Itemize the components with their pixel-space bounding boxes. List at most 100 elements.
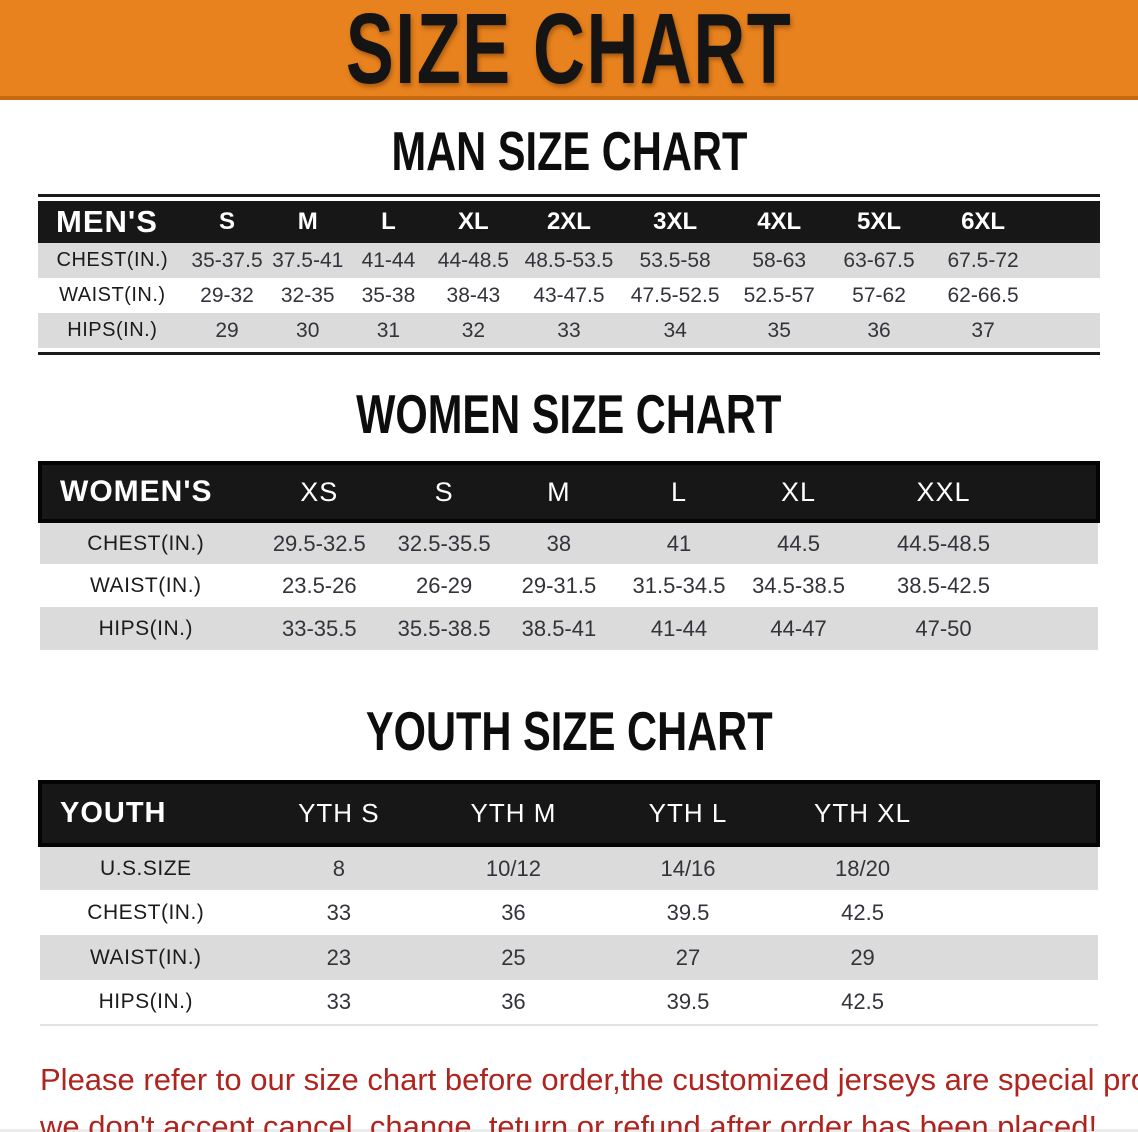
row-spacer: [1031, 521, 1098, 564]
table-header-row: MEN'S S M L XL 2XL 3XL 4XL 5XL 6XL: [38, 201, 1100, 243]
measurement-value: 26-29: [387, 564, 502, 607]
measurement-row-label: WAIST(IN.): [40, 935, 252, 980]
table-group-label: YOUTH: [38, 780, 252, 847]
measurement-row-label: WAIST(IN.): [40, 564, 252, 607]
size-column-header: XL: [428, 201, 518, 243]
measurement-value: 62-66.5: [930, 278, 1037, 313]
measurement-value: 44.5: [741, 521, 856, 564]
men-size-table: MEN'S S M L XL 2XL 3XL 4XL 5XL 6XL CHEST(IN.) 35-37…: [38, 201, 1100, 348]
women-section-heading: WOMEN SIZE CHART: [0, 355, 1138, 442]
measurement-value: 57-62: [828, 278, 930, 313]
women-size-table: WOMEN'S XS S M L XL XXL CHEST(IN.) 29.5-32.5 32.5…: [38, 461, 1100, 650]
measurement-value: 33: [251, 890, 427, 935]
measurement-value: 29-32: [186, 278, 268, 313]
measurement-row: WAIST(IN.) 29-32 32-35 35-38 38-43 43-47.5 47.…: [38, 278, 1100, 313]
measurement-value: 41: [616, 521, 742, 564]
size-column-header: XS: [251, 461, 388, 523]
footer-note-line-2: we don't accept cancel, change, teturn o…: [40, 1109, 1098, 1132]
men-size-section: MAN SIZE CHART MEN'S S M L XL 2XL 3XL 4XL 5XL 6XL…: [0, 100, 1138, 355]
measurement-value: 67.5-72: [930, 243, 1037, 278]
measurement-value: 38-43: [428, 278, 518, 313]
measurement-value: 32-35: [267, 278, 349, 313]
measurement-value: 47-50: [855, 607, 1032, 650]
women-size-section: WOMEN SIZE CHART WOMEN'S XS S M L XL XXL CHEST(…: [0, 355, 1138, 650]
measurement-value: 44-48.5: [428, 243, 518, 278]
measurement-value: 35-38: [348, 278, 429, 313]
measurement-value: 29-31.5: [501, 564, 617, 607]
measurement-value: 35: [730, 313, 829, 348]
measurement-value: 52.5-57: [730, 278, 829, 313]
measurement-value: 36: [426, 980, 601, 1026]
measurement-value: 34: [619, 313, 731, 348]
measurement-value: 48.5-53.5: [517, 243, 620, 278]
size-column-header: L: [348, 201, 429, 243]
measurement-row: HIPS(IN.) 33-35.5 35.5-38.5 38.5-41 41-44 44-…: [40, 607, 1098, 650]
measurement-value: 25: [426, 935, 601, 980]
size-column-header: YTH S: [251, 780, 427, 847]
table-header-row: WOMEN'S XS S M L XL XXL: [38, 461, 1100, 523]
header-spacer: [949, 780, 1101, 847]
size-column-header: L: [616, 461, 742, 523]
measurement-value: 27: [600, 935, 776, 980]
table-group-label: MEN'S: [38, 201, 187, 243]
measurement-value: 42.5: [775, 980, 950, 1026]
measurement-row-label: CHEST(IN.): [40, 890, 252, 935]
measurement-value: 30: [267, 313, 349, 348]
measurement-value: 23.5-26: [251, 564, 388, 607]
row-spacer: [949, 935, 1098, 980]
row-spacer: [1036, 278, 1100, 313]
measurement-row-label: HIPS(IN.): [40, 607, 252, 650]
women-size-table-container: WOMEN'S XS S M L XL XXL CHEST(IN.) 29.5-32.5 32.5…: [38, 461, 1100, 650]
measurement-value: 44-47: [741, 607, 856, 650]
youth-section-heading-text: YOUTH SIZE CHART: [365, 701, 773, 763]
measurement-row: HIPS(IN.) 33 36 39.5 42.5: [40, 980, 1098, 1026]
row-spacer: [949, 890, 1098, 935]
measurement-row: CHEST(IN.) 33 36 39.5 42.5: [40, 890, 1098, 935]
measurement-value: 32.5-35.5: [387, 521, 502, 564]
row-spacer: [1031, 607, 1098, 650]
page-title: SIZE CHART: [345, 0, 793, 100]
row-spacer: [1031, 564, 1098, 607]
measurement-value: 44.5-48.5: [855, 521, 1032, 564]
measurement-value: 35-37.5: [186, 243, 268, 278]
measurement-value: 33: [517, 313, 620, 348]
row-spacer: [1036, 313, 1100, 348]
measurement-row-label: HIPS(IN.): [38, 313, 187, 348]
header-spacer: [1031, 461, 1100, 523]
measurement-value: 33-35.5: [251, 607, 388, 650]
measurement-value: 18/20: [775, 845, 950, 890]
measurement-value: 32: [428, 313, 518, 348]
size-column-header: 6XL: [930, 201, 1037, 243]
measurement-value: 39.5: [600, 980, 776, 1026]
measurement-value: 38: [501, 521, 617, 564]
table-header-row: YOUTH YTH S YTH M YTH L YTH XL: [38, 780, 1101, 847]
measurement-value: 14/16: [600, 845, 776, 890]
size-column-header: XXL: [855, 461, 1032, 523]
measurement-value: 41-44: [616, 607, 742, 650]
measurement-row: CHEST(IN.) 35-37.5 37.5-41 41-44 44-48.5 48.5…: [38, 243, 1100, 278]
youth-size-section: YOUTH SIZE CHART YOUTH YTH S YTH M YTH L YTH…: [0, 650, 1138, 1026]
measurement-value: 39.5: [600, 890, 776, 935]
men-section-heading-text: MAN SIZE CHART: [391, 121, 747, 183]
measurement-value: 47.5-52.5: [619, 278, 731, 313]
youth-size-table: YOUTH YTH S YTH M YTH L YTH XL U.S.SIZE 8 10/12…: [38, 780, 1101, 1026]
measurement-row-label: WAIST(IN.): [38, 278, 187, 313]
measurement-value: 34.5-38.5: [741, 564, 856, 607]
measurement-value: 10/12: [426, 845, 601, 890]
measurement-value: 58-63: [730, 243, 829, 278]
size-column-header: S: [186, 201, 268, 243]
measurement-value: 29: [186, 313, 268, 348]
size-column-header: M: [501, 461, 617, 523]
measurement-row: HIPS(IN.) 29 30 31 32 33 34 35 36 37: [38, 313, 1100, 348]
size-column-header: YTH M: [426, 780, 601, 847]
measurement-row-label: CHEST(IN.): [38, 243, 187, 278]
banner: SIZE CHART: [0, 0, 1138, 100]
measurement-value: 63-67.5: [828, 243, 930, 278]
table-group-label: WOMEN'S: [38, 461, 252, 523]
measurement-value: 31: [348, 313, 429, 348]
measurement-value: 53.5-58: [619, 243, 731, 278]
measurement-row: WAIST(IN.) 23.5-26 26-29 29-31.5 31.5-34.5 34…: [40, 564, 1098, 607]
size-column-header: YTH XL: [775, 780, 950, 847]
measurement-value: 36: [828, 313, 930, 348]
